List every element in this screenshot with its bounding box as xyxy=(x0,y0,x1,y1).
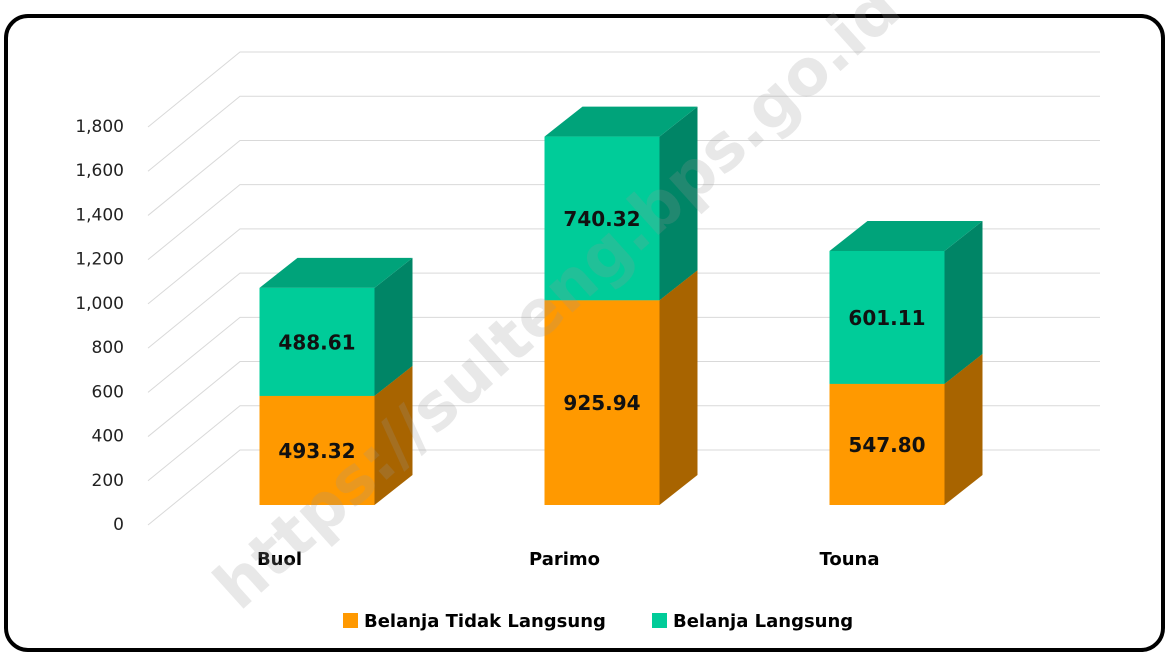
labels: 0 200 400 600 800 1,000 1,200 1,400 1,600 1,800 49… xyxy=(75,117,925,632)
bar xyxy=(259,395,375,505)
data-label: 547.80 xyxy=(848,433,925,457)
legend-label: Belanja Langsung xyxy=(673,611,853,632)
x-tick-label: Touna xyxy=(819,549,879,570)
data-label: 925.94 xyxy=(563,391,640,415)
legend-swatch xyxy=(343,613,358,628)
bar-side xyxy=(659,270,698,505)
bar-top xyxy=(544,106,698,137)
data-label: 740.32 xyxy=(563,207,640,231)
grid-line xyxy=(147,95,1100,172)
bar-side xyxy=(374,257,413,396)
y-tick-label: 400 xyxy=(92,427,124,447)
bar xyxy=(259,287,375,396)
grid-line xyxy=(147,228,1100,305)
bar xyxy=(544,300,660,505)
y-tick-label: 1,600 xyxy=(75,161,124,181)
y-tick-label: 600 xyxy=(92,382,124,402)
data-label: 488.61 xyxy=(278,330,355,354)
bar-side xyxy=(944,353,983,505)
y-tick-label: 1,000 xyxy=(75,294,124,314)
y-tick-label: 1,800 xyxy=(75,117,124,137)
x-tick-label: Buol xyxy=(257,549,302,570)
bar xyxy=(829,250,945,384)
x-tick-label: Parimo xyxy=(529,549,600,570)
bar xyxy=(829,383,945,505)
bar-top xyxy=(259,257,413,288)
grid-line xyxy=(147,272,1100,349)
grid-line xyxy=(147,405,1100,482)
grid-line xyxy=(147,51,1100,128)
bar xyxy=(544,136,660,301)
legend-label: Belanja Tidak Langsung xyxy=(364,611,606,632)
y-tick-label: 200 xyxy=(92,471,124,491)
grid-line xyxy=(147,139,1100,216)
grid-line xyxy=(147,316,1100,393)
bar-side xyxy=(944,220,983,384)
y-tick-label: 800 xyxy=(92,338,124,358)
bar-side xyxy=(374,365,413,505)
bar-top xyxy=(829,220,983,251)
bar-side xyxy=(659,106,698,301)
legend-swatch xyxy=(652,613,667,628)
grid-line xyxy=(147,449,1100,526)
data-label: 601.11 xyxy=(848,306,925,330)
data-label: 493.32 xyxy=(278,439,355,463)
grid xyxy=(147,51,1100,526)
y-tick-label: 1,400 xyxy=(75,205,124,225)
y-tick-label: 0 xyxy=(113,515,124,535)
y-tick-label: 1,200 xyxy=(75,250,124,270)
bars xyxy=(259,106,983,505)
grid-line xyxy=(147,361,1100,437)
grid-line xyxy=(147,184,1100,261)
